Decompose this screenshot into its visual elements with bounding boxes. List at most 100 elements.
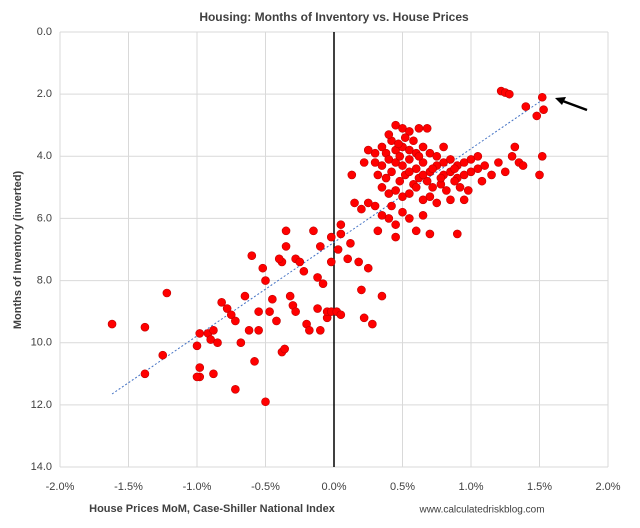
y-tick-label: 10.0 — [31, 337, 52, 349]
point — [398, 161, 407, 170]
point — [411, 183, 421, 192]
y-axis-label: Months of Inventory (inverted) — [12, 171, 24, 330]
point — [537, 92, 547, 102]
point — [418, 142, 428, 152]
x-axis-label: House Prices MoM, Case-Shiller National … — [89, 503, 336, 515]
x-tick-label: -0.5% — [251, 481, 280, 493]
point — [313, 273, 322, 282]
source: www.calculatedriskblog.com — [418, 505, 544, 516]
point — [384, 130, 394, 139]
point — [480, 161, 490, 170]
point — [473, 151, 483, 161]
point — [250, 357, 259, 366]
point — [222, 304, 232, 313]
point — [452, 229, 462, 239]
point — [518, 161, 528, 170]
y-tick-label: 14.0 — [31, 461, 52, 473]
point — [394, 139, 403, 149]
y-tick-label: 6.0 — [37, 212, 52, 224]
point — [446, 195, 455, 205]
x-tick-label: 1.5% — [527, 481, 552, 493]
point — [400, 133, 410, 142]
point — [395, 151, 405, 161]
point — [535, 170, 544, 180]
y-tick-label: 0.0 — [37, 26, 52, 38]
point — [418, 211, 428, 220]
point — [391, 186, 400, 195]
point — [363, 198, 373, 208]
point — [409, 136, 418, 146]
point — [425, 229, 435, 239]
point — [285, 291, 295, 301]
point — [231, 385, 240, 394]
point — [428, 183, 437, 192]
point — [313, 304, 322, 313]
point — [463, 186, 473, 195]
point — [398, 207, 407, 217]
point — [195, 363, 205, 372]
point — [261, 276, 270, 285]
point — [377, 161, 387, 170]
point — [247, 251, 257, 261]
point — [450, 176, 459, 186]
point — [505, 89, 514, 99]
point — [213, 338, 222, 348]
point — [357, 204, 366, 214]
point — [281, 226, 291, 236]
point — [318, 279, 328, 288]
point — [363, 145, 373, 155]
point — [377, 183, 387, 192]
point — [281, 242, 291, 251]
point — [236, 338, 246, 348]
point — [411, 226, 421, 236]
point — [459, 195, 469, 205]
point — [295, 257, 305, 267]
point — [377, 142, 387, 152]
point — [254, 325, 263, 335]
point — [487, 170, 496, 180]
point — [368, 319, 377, 329]
point — [432, 198, 442, 208]
point — [291, 307, 300, 316]
point — [414, 151, 424, 161]
point — [373, 170, 383, 180]
point — [418, 158, 428, 167]
point — [532, 111, 542, 121]
point — [350, 198, 359, 208]
point — [217, 298, 226, 307]
point — [346, 238, 355, 248]
point — [405, 167, 414, 177]
point — [192, 372, 202, 382]
point — [299, 266, 309, 276]
point — [359, 158, 369, 167]
point — [377, 291, 387, 301]
point — [537, 151, 547, 161]
x-tick-label: 1.0% — [458, 481, 483, 493]
point — [387, 201, 396, 211]
point — [195, 329, 205, 338]
point — [274, 254, 284, 264]
point — [455, 183, 465, 192]
point — [268, 294, 277, 304]
point — [209, 325, 218, 335]
point — [422, 176, 432, 186]
point — [405, 127, 414, 136]
chart-title: Housing: Months of Inventory vs. House P… — [199, 10, 469, 24]
point — [315, 242, 325, 251]
x-tick-label: 0.5% — [390, 481, 415, 493]
point — [432, 151, 442, 161]
arrow — [555, 97, 588, 112]
point — [326, 257, 336, 267]
point — [436, 173, 446, 183]
point — [422, 124, 432, 133]
y-tick-label: 4.0 — [37, 150, 52, 162]
point — [162, 288, 172, 298]
point — [192, 341, 202, 351]
point — [395, 176, 405, 186]
point — [261, 397, 270, 407]
point — [265, 307, 274, 316]
point — [405, 214, 414, 223]
point — [140, 322, 150, 332]
y-tick-label: 12.0 — [31, 399, 52, 411]
